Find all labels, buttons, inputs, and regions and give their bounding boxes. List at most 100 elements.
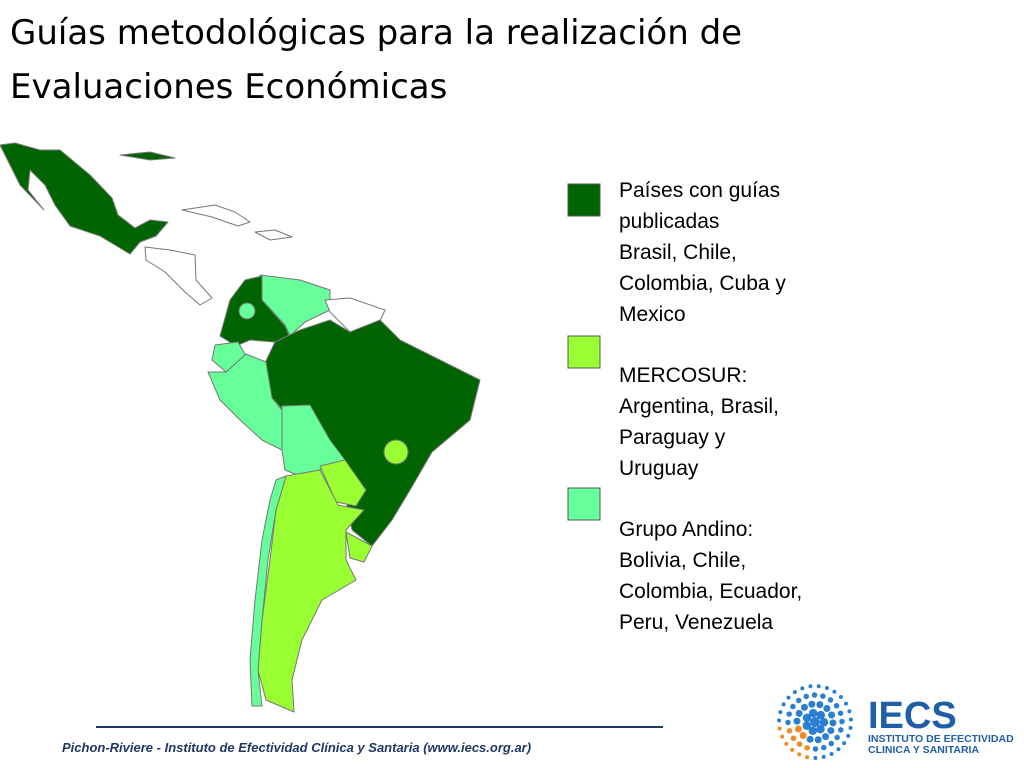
logo-dot <box>814 736 822 744</box>
logo-dot <box>836 747 841 752</box>
logo-dot <box>808 700 816 708</box>
logo-dot <box>777 718 782 723</box>
logo: IECS INSTITUTO DE EFECTIVIDAD CLINICA Y … <box>777 684 1014 760</box>
legend-text: Mexico <box>619 303 686 326</box>
legend: Países con guías publicadas Brasil, Chil… <box>567 179 802 634</box>
logo-dot <box>777 726 782 731</box>
legend-text: Países con guías <box>619 179 780 202</box>
logo-dot <box>793 717 801 725</box>
logo-dot <box>828 711 836 719</box>
logo-dot <box>832 689 837 694</box>
logo-dot <box>829 751 834 756</box>
logo-dot <box>786 695 791 700</box>
logo-dot <box>816 684 821 689</box>
logo-dot <box>816 701 824 709</box>
logo-dot <box>834 734 840 741</box>
logo-dot <box>790 735 797 742</box>
cuba <box>181 204 251 227</box>
logo-dot <box>786 711 792 717</box>
legend-text: publicadas <box>619 210 719 233</box>
uruguay <box>345 531 373 563</box>
legend-text: Uruguay <box>619 457 699 480</box>
brazil-marker <box>383 439 409 465</box>
legend-text: Colombia, Cuba y <box>619 272 786 295</box>
legend-text: Argentina, Brasil, <box>619 395 779 418</box>
map <box>0 142 481 713</box>
logo-dot <box>792 690 797 695</box>
logo-dot <box>812 746 819 752</box>
argentina <box>257 469 365 713</box>
logo-dot <box>797 752 802 757</box>
logo-mark <box>777 684 853 760</box>
logo-dot <box>820 693 826 699</box>
legend-text: Grupo Andino: <box>619 518 753 541</box>
chile <box>249 475 287 707</box>
title-line: Guías metodológicas para la realización … <box>10 13 742 53</box>
legend-text: Peru, Venezuela <box>619 611 773 634</box>
logo-dot <box>828 740 835 747</box>
logo-dot <box>808 684 813 689</box>
logo-dot <box>842 741 847 746</box>
logo-dot <box>838 727 844 733</box>
legend-text: Colombia, Ecuador, <box>619 580 802 603</box>
logo-dot <box>847 709 852 714</box>
logo-dot <box>786 728 793 734</box>
logo-dot <box>824 686 829 691</box>
mexico <box>0 142 169 255</box>
logo-dot <box>816 710 826 720</box>
logo-dot <box>795 697 802 704</box>
logo-dot <box>843 701 848 706</box>
logo-dot <box>837 710 844 716</box>
logo-dot <box>811 692 818 698</box>
logo-dot <box>848 717 853 722</box>
logo-dot <box>803 693 809 700</box>
hispaniola <box>254 229 293 241</box>
logo-dot <box>794 725 802 733</box>
legend-text: Brasil, Chile, <box>619 241 737 264</box>
logo-dot <box>846 733 851 738</box>
logo-dot <box>796 741 803 747</box>
legend-swatch <box>567 183 601 217</box>
mexico-north <box>119 151 176 161</box>
logo-dot <box>833 702 840 709</box>
logo-subtitle: CLINICA Y SANITARIA <box>868 744 979 756</box>
logo-dot <box>781 702 786 707</box>
logo-dot <box>810 717 820 727</box>
logo-dot <box>821 754 826 759</box>
logo-subtitle: INSTITUTO DE EFECTIVIDAD <box>868 733 1014 745</box>
logo-dot <box>795 709 803 717</box>
logo-dot <box>827 727 835 735</box>
legend-text: Paraguay y <box>619 426 726 449</box>
logo-dot <box>827 697 834 703</box>
central-america <box>144 246 213 306</box>
logo-dot <box>848 725 853 730</box>
logo-name: IECS <box>868 695 957 737</box>
logo-dot <box>780 734 785 739</box>
logo-dot <box>813 755 818 760</box>
logo-dot <box>790 703 796 710</box>
legend-text: MERCOSUR: <box>619 364 747 387</box>
logo-dot <box>816 724 825 734</box>
legend-text: Bolivia, Chile, <box>619 549 746 572</box>
logo-dot <box>805 755 810 760</box>
colombia-marker <box>238 302 256 320</box>
logo-dot <box>802 721 812 730</box>
logo-dot <box>839 718 845 725</box>
logo-dot <box>790 747 795 752</box>
logo-dot <box>799 732 807 740</box>
logo-dot <box>804 745 810 751</box>
logo-dot <box>823 704 831 712</box>
logo-dot <box>785 719 791 726</box>
logo-dot <box>822 733 830 741</box>
logo-dot <box>800 686 805 691</box>
logo-dot <box>802 713 812 723</box>
legend-swatch <box>567 487 601 521</box>
logo-dot <box>800 703 808 711</box>
title-line: Evaluaciones Económicas <box>10 67 447 107</box>
logo-dot <box>829 719 837 727</box>
logo-dot <box>819 717 829 727</box>
logo-dot <box>838 694 843 699</box>
logo-dot <box>806 735 814 743</box>
logo-dot <box>821 744 827 751</box>
